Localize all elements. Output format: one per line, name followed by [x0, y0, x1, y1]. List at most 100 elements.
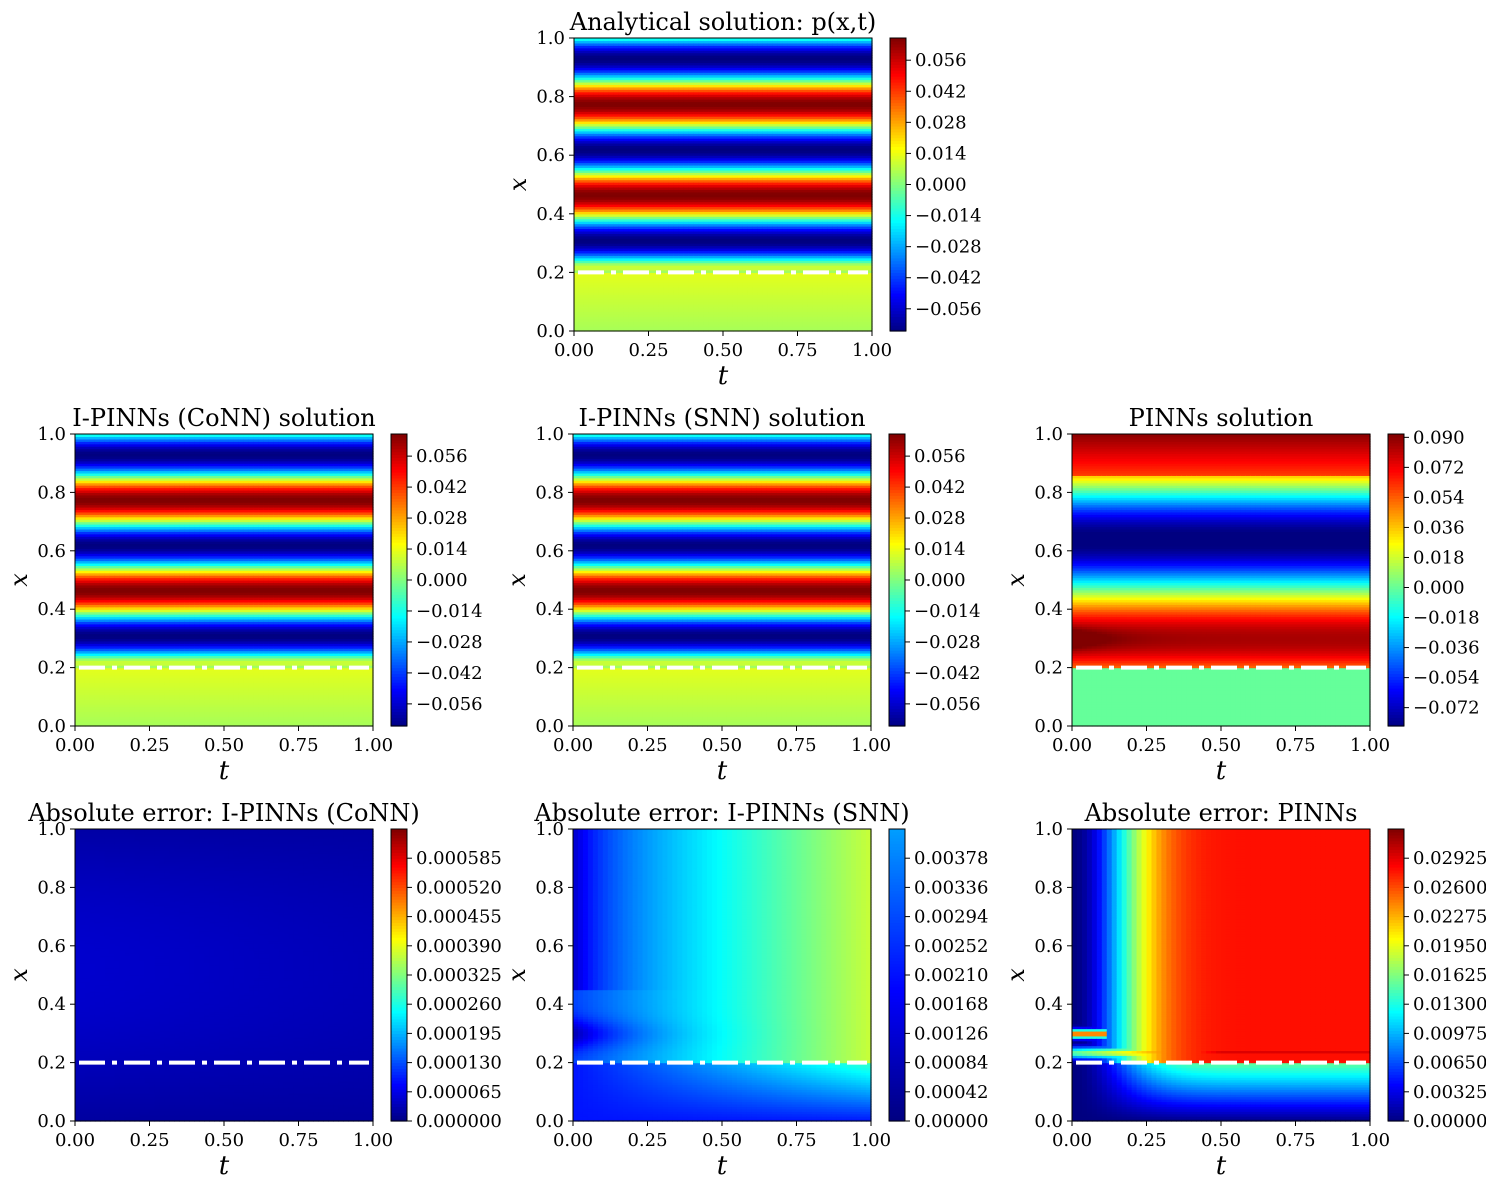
heatmap-cell	[638, 328, 645, 332]
heatmap-cell	[638, 257, 645, 261]
heatmap-cell	[613, 316, 620, 320]
heatmap-cell	[608, 50, 615, 54]
heatmap-cell	[618, 226, 625, 230]
heatmap-cell	[574, 108, 580, 112]
heatmap-cell	[623, 250, 630, 254]
heatmap-cell	[608, 103, 615, 107]
heatmap-cell	[608, 289, 615, 293]
heatmap-cell	[618, 64, 625, 68]
heatmap-cell	[598, 103, 605, 107]
heatmap-cell	[628, 106, 635, 110]
heatmap-cell	[578, 47, 585, 51]
heatmap-cell	[613, 277, 620, 281]
heatmap-cell	[588, 267, 595, 271]
heatmap-cell	[574, 40, 580, 44]
heatmap-cell	[628, 52, 635, 56]
heatmap-cell	[638, 142, 645, 147]
heatmap-cell	[603, 155, 610, 159]
heatmap-cell	[598, 240, 605, 244]
heatmap-cell	[574, 155, 580, 159]
heatmap-cell	[603, 265, 610, 269]
heatmap-cell	[593, 255, 600, 259]
heatmap-cell	[578, 99, 585, 103]
heatmap-cell	[613, 218, 620, 222]
heatmap-cell	[638, 152, 645, 156]
heatmap-cell	[623, 106, 630, 110]
heatmap-cell	[588, 184, 595, 188]
heatmap-cell	[583, 62, 590, 66]
heatmap-cell	[588, 204, 595, 208]
heatmap-cell	[633, 89, 640, 93]
heatmap-cell	[578, 182, 585, 186]
heatmap-cell	[623, 118, 630, 122]
heatmap-cell	[608, 309, 615, 313]
heatmap-cell	[638, 318, 645, 322]
heatmap-cell	[628, 235, 635, 239]
heatmap-cell	[603, 208, 610, 212]
heatmap-cell	[613, 213, 620, 217]
heatmap-cell	[588, 77, 595, 81]
heatmap-cell	[638, 55, 645, 59]
heatmap-cell	[574, 94, 580, 98]
heatmap-cell	[603, 216, 610, 220]
heatmap-cell	[583, 299, 590, 303]
heatmap-cell	[608, 140, 615, 144]
heatmap-cell	[593, 152, 600, 156]
heatmap-cell	[628, 204, 635, 208]
heatmap-cell	[638, 199, 645, 203]
heatmap-cell	[623, 318, 630, 322]
heatmap-cell	[583, 265, 590, 269]
heatmap-cell	[638, 145, 645, 149]
heatmap-cell	[593, 118, 600, 122]
heatmap-cell	[598, 243, 605, 247]
heatmap-cell	[618, 208, 625, 212]
heatmap-cell	[574, 277, 580, 281]
heatmap-cell	[574, 186, 580, 190]
heatmap-cell	[583, 160, 590, 164]
heatmap-cell	[608, 284, 615, 288]
heatmap-cell	[593, 296, 600, 300]
heatmap-cell	[598, 228, 605, 232]
heatmap-cell	[618, 123, 625, 127]
heatmap-cell	[628, 123, 635, 127]
heatmap-cell	[578, 55, 585, 59]
heatmap-cell	[603, 186, 610, 190]
heatmap-cell	[603, 147, 610, 151]
heatmap-cell	[623, 213, 630, 217]
heatmap-cell	[613, 77, 620, 81]
heatmap-cell	[588, 67, 595, 71]
heatmap-cell	[638, 296, 645, 300]
heatmap-cell	[588, 96, 595, 100]
heatmap-cell	[633, 196, 640, 200]
heatmap-cell	[578, 223, 585, 227]
heatmap-cell	[574, 74, 580, 78]
heatmap-cell	[598, 291, 605, 295]
heatmap-cell	[578, 79, 585, 83]
heatmap-cell	[628, 145, 635, 149]
heatmap-cell	[623, 42, 630, 46]
heatmap-cell	[574, 204, 580, 208]
heatmap-cell	[623, 321, 630, 325]
heatmap-cell	[623, 138, 630, 142]
heatmap-cell	[633, 211, 640, 215]
heatmap-cell	[574, 179, 580, 183]
heatmap-cell	[583, 42, 590, 46]
heatmap-cell	[618, 247, 625, 252]
heatmap-cell	[598, 150, 605, 154]
heatmap-cell	[628, 191, 635, 195]
heatmap-cell	[633, 306, 640, 310]
heatmap-cell	[598, 257, 605, 261]
heatmap-cell	[574, 235, 580, 239]
heatmap-cell	[588, 40, 595, 44]
heatmap-cell	[623, 96, 630, 100]
heatmap-cell	[633, 135, 640, 139]
heatmap-cell	[608, 230, 615, 234]
heatmap-cell	[633, 206, 640, 210]
heatmap-cell	[613, 177, 620, 181]
heatmap-cell	[588, 121, 595, 125]
heatmap-cell	[608, 316, 615, 320]
heatmap-cell	[633, 247, 640, 252]
heatmap-cell	[578, 213, 585, 217]
heatmap-cell	[628, 125, 635, 129]
heatmap-cell	[613, 101, 620, 105]
